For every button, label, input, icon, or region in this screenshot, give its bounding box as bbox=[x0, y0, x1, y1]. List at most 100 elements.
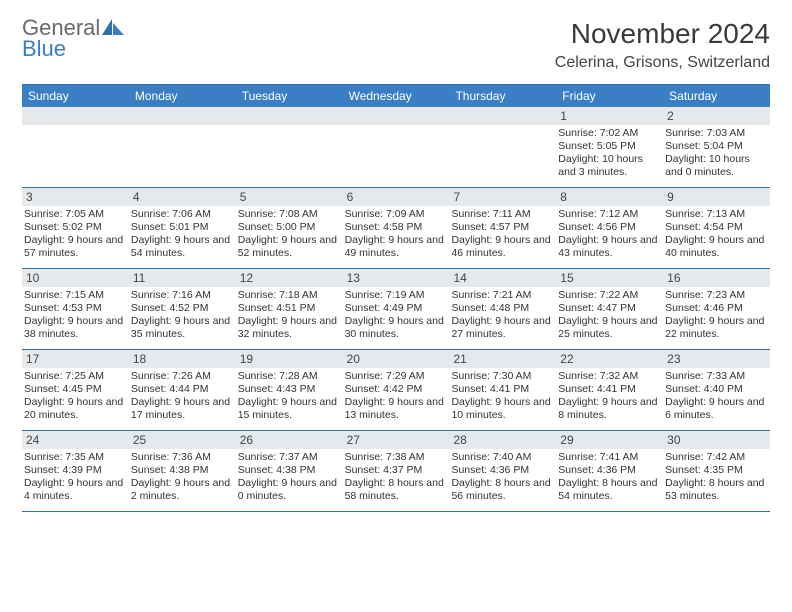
sunset-text: Sunset: 4:41 PM bbox=[451, 383, 552, 396]
daylight-text: Daylight: 9 hours and 17 minutes. bbox=[131, 396, 232, 422]
sunset-text: Sunset: 4:56 PM bbox=[558, 221, 659, 234]
day-number: 23 bbox=[663, 350, 770, 368]
sunset-text: Sunset: 4:46 PM bbox=[665, 302, 766, 315]
sunset-text: Sunset: 4:52 PM bbox=[131, 302, 232, 315]
dow-header: Thursday bbox=[449, 85, 556, 107]
sunrise-text: Sunrise: 7:36 AM bbox=[131, 451, 232, 464]
day-number: 14 bbox=[449, 269, 556, 287]
brand-logo: General Blue bbox=[22, 18, 124, 60]
sunrise-text: Sunrise: 7:11 AM bbox=[451, 208, 552, 221]
day-details: Sunrise: 7:05 AMSunset: 5:02 PMDaylight:… bbox=[22, 206, 129, 265]
sunset-text: Sunset: 5:05 PM bbox=[558, 140, 659, 153]
day-details: Sunrise: 7:30 AMSunset: 4:41 PMDaylight:… bbox=[449, 368, 556, 427]
sunset-text: Sunset: 4:47 PM bbox=[558, 302, 659, 315]
day-number: 6 bbox=[343, 188, 450, 206]
day-details: Sunrise: 7:36 AMSunset: 4:38 PMDaylight:… bbox=[129, 449, 236, 508]
day-cell: 10Sunrise: 7:15 AMSunset: 4:53 PMDayligh… bbox=[22, 269, 129, 349]
day-cell bbox=[449, 107, 556, 187]
day-number: 24 bbox=[22, 431, 129, 449]
day-number: 3 bbox=[22, 188, 129, 206]
day-number: 21 bbox=[449, 350, 556, 368]
day-details: Sunrise: 7:26 AMSunset: 4:44 PMDaylight:… bbox=[129, 368, 236, 427]
sunrise-text: Sunrise: 7:26 AM bbox=[131, 370, 232, 383]
daylight-text: Daylight: 9 hours and 43 minutes. bbox=[558, 234, 659, 260]
day-number: 26 bbox=[236, 431, 343, 449]
daylight-text: Daylight: 9 hours and 38 minutes. bbox=[24, 315, 125, 341]
day-details: Sunrise: 7:41 AMSunset: 4:36 PMDaylight:… bbox=[556, 449, 663, 508]
sunset-text: Sunset: 4:36 PM bbox=[558, 464, 659, 477]
location-text: Celerina, Grisons, Switzerland bbox=[555, 54, 770, 72]
dow-header: Saturday bbox=[663, 85, 770, 107]
sunrise-text: Sunrise: 7:22 AM bbox=[558, 289, 659, 302]
day-details: Sunrise: 7:33 AMSunset: 4:40 PMDaylight:… bbox=[663, 368, 770, 427]
day-cell: 11Sunrise: 7:16 AMSunset: 4:52 PMDayligh… bbox=[129, 269, 236, 349]
brand-word2: Blue bbox=[22, 36, 66, 61]
daylight-text: Daylight: 9 hours and 2 minutes. bbox=[131, 477, 232, 503]
daylight-text: Daylight: 9 hours and 35 minutes. bbox=[131, 315, 232, 341]
day-details: Sunrise: 7:19 AMSunset: 4:49 PMDaylight:… bbox=[343, 287, 450, 346]
title-block: November 2024 Celerina, Grisons, Switzer… bbox=[555, 18, 770, 72]
day-cell: 17Sunrise: 7:25 AMSunset: 4:45 PMDayligh… bbox=[22, 350, 129, 430]
sunrise-text: Sunrise: 7:09 AM bbox=[345, 208, 446, 221]
daylight-text: Daylight: 9 hours and 52 minutes. bbox=[238, 234, 339, 260]
day-cell: 18Sunrise: 7:26 AMSunset: 4:44 PMDayligh… bbox=[129, 350, 236, 430]
sunset-text: Sunset: 5:01 PM bbox=[131, 221, 232, 234]
sunrise-text: Sunrise: 7:03 AM bbox=[665, 127, 766, 140]
day-cell: 7Sunrise: 7:11 AMSunset: 4:57 PMDaylight… bbox=[449, 188, 556, 268]
day-details: Sunrise: 7:28 AMSunset: 4:43 PMDaylight:… bbox=[236, 368, 343, 427]
sunrise-text: Sunrise: 7:29 AM bbox=[345, 370, 446, 383]
day-number: 20 bbox=[343, 350, 450, 368]
sunset-text: Sunset: 4:45 PM bbox=[24, 383, 125, 396]
day-number: 18 bbox=[129, 350, 236, 368]
day-cell: 24Sunrise: 7:35 AMSunset: 4:39 PMDayligh… bbox=[22, 431, 129, 511]
calendar-grid: SundayMondayTuesdayWednesdayThursdayFrid… bbox=[22, 84, 770, 512]
day-details: Sunrise: 7:06 AMSunset: 5:01 PMDaylight:… bbox=[129, 206, 236, 265]
day-number: 5 bbox=[236, 188, 343, 206]
day-number: 22 bbox=[556, 350, 663, 368]
empty-day bbox=[129, 107, 236, 125]
sunset-text: Sunset: 4:39 PM bbox=[24, 464, 125, 477]
day-details: Sunrise: 7:16 AMSunset: 4:52 PMDaylight:… bbox=[129, 287, 236, 346]
day-number: 19 bbox=[236, 350, 343, 368]
day-details: Sunrise: 7:29 AMSunset: 4:42 PMDaylight:… bbox=[343, 368, 450, 427]
day-details: Sunrise: 7:13 AMSunset: 4:54 PMDaylight:… bbox=[663, 206, 770, 265]
day-details: Sunrise: 7:12 AMSunset: 4:56 PMDaylight:… bbox=[556, 206, 663, 265]
header: General Blue November 2024 Celerina, Gri… bbox=[22, 18, 770, 72]
daylight-text: Daylight: 8 hours and 56 minutes. bbox=[451, 477, 552, 503]
week-row: 24 Sunrise: 7:35 AMSunset: 4:39 PM Dayligh… bbox=[22, 431, 770, 512]
sunrise-text: Sunrise: 7:28 AM bbox=[238, 370, 339, 383]
sunset-text: Sunset: 4:53 PM bbox=[24, 302, 125, 315]
sunrise-text: Sunrise: 7:33 AM bbox=[665, 370, 766, 383]
sunset-text: Sunset: 4:38 PM bbox=[238, 464, 339, 477]
sunrise-text: Sunrise: 7:35 AM bbox=[24, 451, 125, 464]
empty-day bbox=[22, 107, 129, 125]
day-number: 16 bbox=[663, 269, 770, 287]
day-number: 9 bbox=[663, 188, 770, 206]
sunset-text: Sunset: 4:36 PM bbox=[451, 464, 552, 477]
week-row: 17Sunrise: 7:25 AMSunset: 4:45 PMDayligh… bbox=[22, 350, 770, 431]
daylight-text: Daylight: 9 hours and 20 minutes. bbox=[24, 396, 125, 422]
sunset-text: Sunset: 4:38 PM bbox=[131, 464, 232, 477]
daylight-text: Daylight: 9 hours and 32 minutes. bbox=[238, 315, 339, 341]
week-row: 3Sunrise: 7:05 AMSunset: 5:02 PMDaylight… bbox=[22, 188, 770, 269]
dow-header: Tuesday bbox=[236, 85, 343, 107]
day-cell: 29Sunrise: 7:41 AMSunset: 4:36 PMDayligh… bbox=[556, 431, 663, 511]
day-details: Sunrise: 7:09 AMSunset: 4:58 PMDaylight:… bbox=[343, 206, 450, 265]
daylight-text: Daylight: 9 hours and 6 minutes. bbox=[665, 396, 766, 422]
sunrise-text: Sunrise: 7:05 AM bbox=[24, 208, 125, 221]
day-number: 30 bbox=[663, 431, 770, 449]
day-cell: 20Sunrise: 7:29 AMSunset: 4:42 PMDayligh… bbox=[343, 350, 450, 430]
day-number: 17 bbox=[22, 350, 129, 368]
sunset-text: Sunset: 4:54 PM bbox=[665, 221, 766, 234]
dow-header: Monday bbox=[129, 85, 236, 107]
day-number: 10 bbox=[22, 269, 129, 287]
sunset-text: Sunset: 5:02 PM bbox=[24, 221, 125, 234]
day-cell: 21Sunrise: 7:30 AMSunset: 4:41 PMDayligh… bbox=[449, 350, 556, 430]
day-cell: 19Sunrise: 7:28 AMSunset: 4:43 PMDayligh… bbox=[236, 350, 343, 430]
sunrise-text: Sunrise: 7:42 AM bbox=[665, 451, 766, 464]
sunset-text: Sunset: 5:00 PM bbox=[238, 221, 339, 234]
day-number: 13 bbox=[343, 269, 450, 287]
sunrise-text: Sunrise: 7:21 AM bbox=[451, 289, 552, 302]
day-cell: 22Sunrise: 7:32 AMSunset: 4:41 PMDayligh… bbox=[556, 350, 663, 430]
sunset-text: Sunset: 4:40 PM bbox=[665, 383, 766, 396]
